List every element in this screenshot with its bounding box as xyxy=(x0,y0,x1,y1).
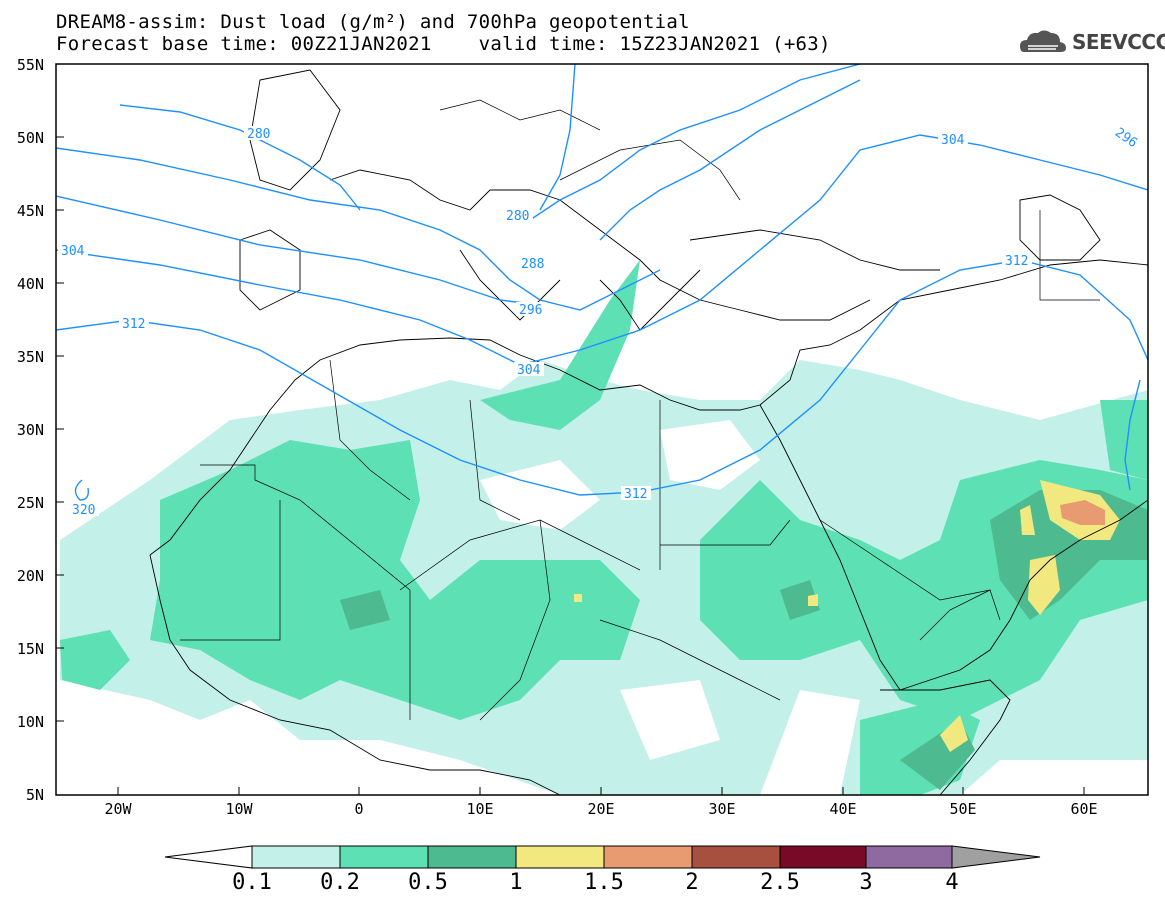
cloud-logo-icon xyxy=(1020,30,1066,52)
lon-label: 40E xyxy=(829,800,857,818)
lon-label: 20E xyxy=(587,800,615,818)
contour-label: 288 xyxy=(521,257,544,272)
coastlines xyxy=(149,69,1148,795)
colorbar-label: 1.5 xyxy=(584,870,624,895)
axis-ticks xyxy=(56,63,1085,796)
colorbar-swatch xyxy=(251,845,341,869)
contour-label: 312 xyxy=(122,317,145,332)
colorbar-label: 2.5 xyxy=(760,870,800,895)
geopotential-contours xyxy=(56,64,1148,501)
contour-labels: 280 280 288 296 304 312 312 304 296 312 … xyxy=(58,125,1142,518)
lat-label: 50N xyxy=(16,129,44,147)
colorbar-swatch xyxy=(427,845,517,869)
lat-label: 45N xyxy=(16,202,44,220)
lat-label: 25N xyxy=(16,494,44,512)
contour-label: 304 xyxy=(517,363,541,378)
contour-label: 312 xyxy=(1005,254,1028,269)
lat-label: 5N xyxy=(25,786,44,804)
lat-label: 20N xyxy=(16,567,44,585)
colorbar xyxy=(164,845,1041,869)
country-borders xyxy=(180,99,1100,721)
dust-shade-extreme xyxy=(1060,500,1105,525)
lon-label: 10W xyxy=(225,800,253,818)
lat-label: 10N xyxy=(16,713,44,731)
contour-label: 320 xyxy=(72,503,95,518)
forecast-times: Forecast base time: 00Z21JAN2021 valid t… xyxy=(56,33,831,55)
contour-label: 280 xyxy=(506,209,529,224)
contour-label: 296 xyxy=(519,303,542,318)
colorbar-label: 0.1 xyxy=(232,870,272,895)
colorbar-swatch xyxy=(779,845,867,869)
lat-label: 35N xyxy=(16,348,44,366)
colorbar-label: 0.5 xyxy=(408,870,448,895)
contour-label: 304 xyxy=(61,244,85,259)
colorbar-label: 3 xyxy=(859,870,873,895)
contour-label: 280 xyxy=(247,127,270,142)
lat-label: 30N xyxy=(16,421,44,439)
lon-label: 10E xyxy=(466,800,494,818)
lon-label: 20W xyxy=(104,800,132,818)
colorbar-swatch xyxy=(691,845,781,869)
lon-label: 50E xyxy=(949,800,977,818)
lon-label: 60E xyxy=(1070,800,1098,818)
logo-text: SEEVCCC xyxy=(1072,30,1165,54)
colorbar-label: 1 xyxy=(509,870,523,895)
contour-label: 312 xyxy=(624,487,647,502)
colorbar-label: 4 xyxy=(945,870,959,895)
lat-label: 15N xyxy=(16,640,44,658)
colorbar-label: 2 xyxy=(685,870,699,895)
lat-label: 55N xyxy=(16,56,44,74)
lon-label: 30E xyxy=(708,800,736,818)
colorbar-label: 0.2 xyxy=(320,870,360,895)
colorbar-swatch xyxy=(603,845,693,869)
contour-label: 304 xyxy=(941,133,965,148)
colorbar-swatch xyxy=(515,845,605,869)
colorbar-swatch xyxy=(339,845,429,869)
lat-label: 40N xyxy=(16,275,44,293)
lon-label: 0 xyxy=(354,800,364,818)
colorbar-swatch xyxy=(865,845,953,869)
map-title: DREAM8-assim: Dust load (g/m²) and 700hP… xyxy=(56,11,690,33)
